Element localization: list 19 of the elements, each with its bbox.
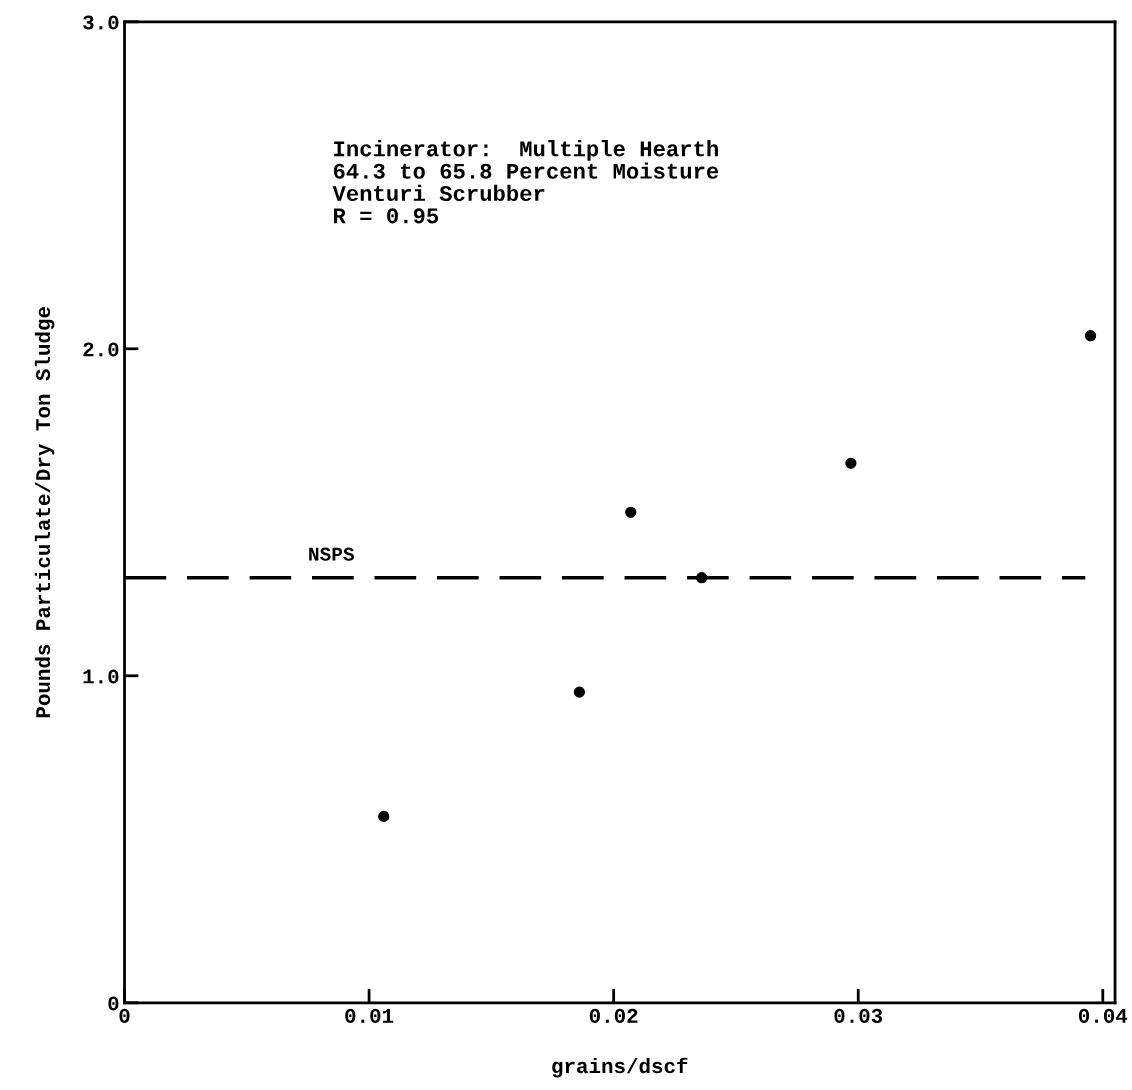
x-tick-label: 0.02 xyxy=(589,1008,638,1023)
point xyxy=(378,810,390,823)
y-tick-label: 3.0 xyxy=(83,15,119,30)
y-axis-title: Pounds Particulate/Dry Ton Sludge xyxy=(34,307,55,718)
point xyxy=(573,686,586,698)
x-tick-label: 0.04 xyxy=(1078,1008,1128,1023)
point xyxy=(625,506,637,518)
x-tick-label: 0 xyxy=(119,1008,130,1023)
y-tick-label: 2.0 xyxy=(83,342,119,357)
x-tick-label: 0.01 xyxy=(345,1008,394,1023)
point xyxy=(1084,330,1097,342)
ref-line-label: NSPS xyxy=(309,547,355,561)
x-tick-label: 0.03 xyxy=(834,1008,883,1023)
annotation: Incinerator: Multiple Hearth 64.3 to 65.8 Percent Moisture Venturi Scrubber R = 0.95 xyxy=(332,140,719,224)
y-tick-label: 1.0 xyxy=(83,669,119,684)
x-axis-title: grains/dscf xyxy=(552,1057,688,1078)
y-tick-label: 0 xyxy=(108,996,119,1011)
point xyxy=(696,572,708,584)
point xyxy=(845,457,857,469)
